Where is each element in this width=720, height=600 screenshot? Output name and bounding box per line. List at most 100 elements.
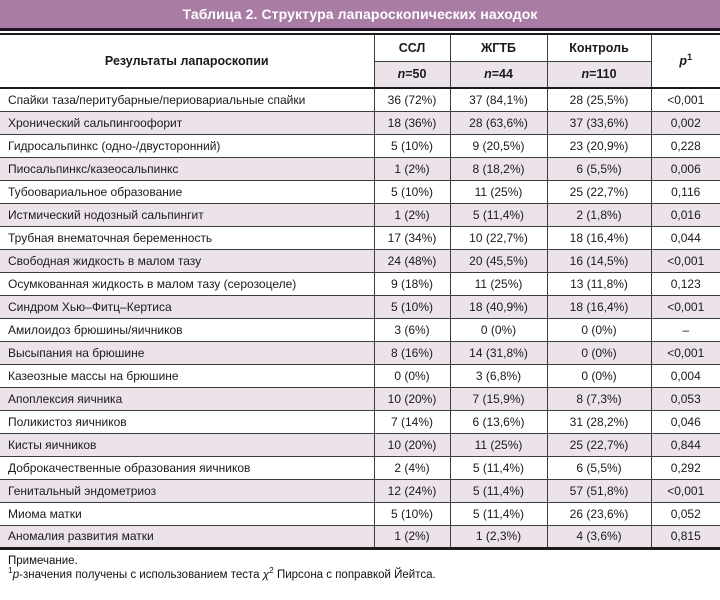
cell-ssl: 8 (16%) xyxy=(373,341,450,364)
cell-p: 0,006 xyxy=(650,157,720,180)
cell-ssl: 10 (20%) xyxy=(373,433,450,456)
table-row: Высыпания на брюшине 8 (16%) 14 (31,8%) 0 (… xyxy=(0,341,720,364)
table-row: Тубоовариальное образование 5 (10%) 11 (25… xyxy=(0,180,720,203)
cell-zhgtb: 3 (6,8%) xyxy=(449,364,547,387)
row-label: Генитальный эндометриоз xyxy=(0,479,374,502)
table-row: Синдром Хью–Фитц–Кертиса 5 (10%) 18 (40,9%… xyxy=(0,295,720,318)
cell-zhgtb: 8 (18,2%) xyxy=(449,157,547,180)
row-label: Тубоовариальное образование xyxy=(8,184,183,199)
row-label: Трубная внематочная беременность xyxy=(8,230,213,245)
table-row: Спайки таза/перитубарные/периовариальные… xyxy=(0,88,720,111)
row-label: Казеозные массы на брюшине xyxy=(8,368,179,383)
cell-control: 0 (0%) xyxy=(546,341,651,364)
cell-p: <0,001 xyxy=(650,479,720,502)
column-header-p: p1 xyxy=(650,34,720,88)
cell-ssl: 36 (72%) xyxy=(373,88,450,111)
cell-ssl: 1 (2%) xyxy=(373,203,450,226)
cell-zhgtb: 5 (11,4%) xyxy=(449,502,547,525)
cell-ssl: 5 (10%) xyxy=(373,502,450,525)
row-label: Осумкованная жидкость в малом тазу (серо… xyxy=(8,276,297,291)
row-label: Миома матки xyxy=(8,506,82,521)
row-label: Пиосальпинкс/казеосальпинкс xyxy=(0,157,374,180)
table-row: Истмический нодозный сальпингит 1 (2%) 5 (… xyxy=(0,203,720,226)
cell-p: 0,016 xyxy=(650,203,720,226)
table-row: Пиосальпинкс/казеосальпинкс 1 (2%) 8 (18,2… xyxy=(0,157,720,180)
cell-control: 0 (0%) xyxy=(546,364,651,387)
cell-control: 13 (11,8%) xyxy=(546,272,651,295)
table-row: Осумкованная жидкость в малом тазу (серо… xyxy=(0,272,720,295)
cell-p: 0,046 xyxy=(650,410,720,433)
cell-control: 0 (0%) xyxy=(546,318,651,341)
cell-control: 8 (7,3%) xyxy=(546,387,651,410)
cell-ssl: 2 (4%) xyxy=(373,456,450,479)
cell-zhgtb: 28 (63,6%) xyxy=(449,111,547,134)
cell-p: 0,292 xyxy=(650,456,720,479)
cell-p: 0,123 xyxy=(650,272,720,295)
cell-control: 4 (3,6%) xyxy=(546,525,651,548)
cell-control: 57 (51,8%) xyxy=(546,479,651,502)
table-body: Спайки таза/перитубарные/периовариальные… xyxy=(0,88,720,548)
row-label: Кисты яичников xyxy=(0,433,374,456)
cell-p: 0,844 xyxy=(650,433,720,456)
cell-control: 31 (28,2%) xyxy=(546,410,651,433)
row-label: Гидросальпинкс (одно-/двусторонний) xyxy=(8,138,221,153)
cell-control: 6 (5,5%) xyxy=(546,456,651,479)
cell-zhgtb: 20 (45,5%) xyxy=(449,249,547,272)
column-header-zhgtb: ЖГТБ xyxy=(449,34,547,62)
cell-zhgtb: 5 (11,4%) xyxy=(449,203,547,226)
table-row: Поликистоз яичников 7 (14%) 6 (13,6%) 31 (2… xyxy=(0,410,720,433)
row-label: Доброкачественные образования яичников xyxy=(8,460,251,475)
cell-zhgtb: 7 (15,9%) xyxy=(449,387,547,410)
row-label: Высыпания на брюшине xyxy=(0,341,374,364)
cell-control: 37 (33,6%) xyxy=(546,111,651,134)
column-subheader-n50: n=50 xyxy=(373,61,450,88)
row-label: Апоплексия яичника xyxy=(0,387,374,410)
cell-zhgtb: 0 (0%) xyxy=(449,318,547,341)
table-row: Казеозные массы на брюшине 0 (0%) 3 (6,8%)… xyxy=(0,364,720,387)
footnote-pvalues: 1p-значения получены с использованием те… xyxy=(8,564,436,581)
table-row: Гидросальпинкс (одно-/двусторонний) 5 (10… xyxy=(0,134,720,157)
cell-zhgtb: 11 (25%) xyxy=(449,180,547,203)
cell-p: 0,052 xyxy=(650,502,720,525)
cell-zhgtb: 18 (40,9%) xyxy=(449,295,547,318)
table-row: Доброкачественные образования яичников 2 … xyxy=(0,456,720,479)
cell-control: 2 (1,8%) xyxy=(546,203,651,226)
cell-p: <0,001 xyxy=(650,295,720,318)
column-subheader-n44: n=44 xyxy=(449,61,547,88)
table-header: Результаты лапароскопии ССЛ ЖГТБ Контрол… xyxy=(0,34,720,88)
table-row: Амилоидоз брюшины/яичников 3 (6%) 0 (0%) 0 … xyxy=(0,318,720,341)
cell-control: 18 (16,4%) xyxy=(546,226,651,249)
cell-zhgtb: 5 (11,4%) xyxy=(449,479,547,502)
cell-zhgtb: 37 (84,1%) xyxy=(449,88,547,111)
footnote-note: Примечание. xyxy=(8,554,78,567)
cell-ssl: 5 (10%) xyxy=(373,295,450,318)
cell-zhgtb: 11 (25%) xyxy=(449,272,547,295)
cell-p: – xyxy=(650,318,720,341)
cell-p: 0,002 xyxy=(650,111,720,134)
cell-p: <0,001 xyxy=(650,88,720,111)
cell-zhgtb: 10 (22,7%) xyxy=(449,226,547,249)
cell-p: 0,815 xyxy=(650,525,720,548)
table-title: Таблица 2. Структура лапароскопических н… xyxy=(182,6,538,22)
cell-ssl: 1 (2%) xyxy=(373,157,450,180)
table-row: Кисты яичников 10 (20%) 11 (25%) 25 (22,7%)… xyxy=(0,433,720,456)
laparoscopy-findings-table: Результаты лапароскопии ССЛ ЖГТБ Контрол… xyxy=(0,33,720,550)
cell-zhgtb: 6 (13,6%) xyxy=(449,410,547,433)
table-row: Аномалия развития матки 1 (2%) 1 (2,3%) 4 (… xyxy=(0,525,720,548)
cell-zhgtb: 1 (2,3%) xyxy=(449,525,547,548)
cell-ssl: 10 (20%) xyxy=(373,387,450,410)
table-row: Свободная жидкость в малом тазу 24 (48%) 2… xyxy=(0,249,720,272)
cell-zhgtb: 11 (25%) xyxy=(449,433,547,456)
column-subheader-n110: n=110 xyxy=(546,61,651,88)
table-row: Миома матки 5 (10%) 5 (11,4%) 26 (23,6%) 0,0… xyxy=(0,502,720,525)
table-row: Апоплексия яичника 10 (20%) 7 (15,9%) 8 (7,… xyxy=(0,387,720,410)
cell-control: 28 (25,5%) xyxy=(546,88,651,111)
cell-control: 25 (22,7%) xyxy=(546,433,651,456)
row-label: Свободная жидкость в малом тазу xyxy=(0,249,374,272)
table-title-bar: Таблица 2. Структура лапароскопических н… xyxy=(0,0,720,31)
cell-ssl: 12 (24%) xyxy=(373,479,450,502)
cell-control: 6 (5,5%) xyxy=(546,157,651,180)
cell-ssl: 17 (34%) xyxy=(373,226,450,249)
cell-ssl: 5 (10%) xyxy=(373,180,450,203)
cell-control: 18 (16,4%) xyxy=(546,295,651,318)
